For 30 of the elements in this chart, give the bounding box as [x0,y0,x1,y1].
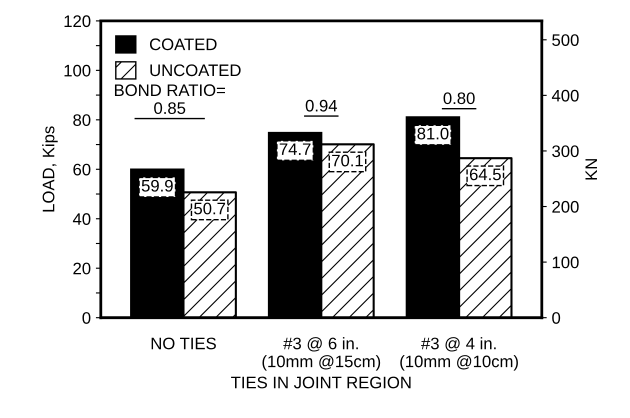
x-axis-title: TIES IN JOINT REGION [231,376,411,388]
annotation: 0.80 [444,92,475,104]
data-label: 74.7 [280,143,310,155]
x-tick-label: NO TIES [152,338,216,350]
y2-tick-label: 300 [552,145,579,158]
y-tick-label: 100 [64,64,90,77]
annotation: 0.94 [306,100,338,112]
x-tick-label: #3 @ 6 in. (10mm @15cm) [262,337,380,371]
data-label: 59.9 [142,180,173,192]
data-label: 70.1 [332,154,363,166]
data-label: 64.5 [470,168,501,180]
y2-tick-label: 400 [552,90,579,102]
y2-tick-label: 0 [552,312,560,324]
y-axis-title: LOAD, Kips [42,126,58,212]
annotation: BOND RATIO= 0.85 [114,84,225,114]
y2-tick-label: 100 [552,256,579,268]
y2-tick-label: 200 [552,200,579,213]
y-tick-label: 120 [64,15,90,28]
data-label: 50.7 [194,202,226,214]
data-label: 81.0 [417,128,448,140]
legend-label: COATED [150,38,217,50]
y-tick-label: 0 [82,312,90,324]
y2-tick-label: 500 [552,34,579,46]
legend-label: UNCOATED [150,64,241,76]
y-tick-label: 80 [73,114,90,126]
y-tick-label: 40 [72,213,90,225]
y-tick-label: 20 [73,262,90,274]
x-tick-label: #3 @ 4 in. (10mm @10cm) [400,337,518,371]
y2-axis-title: KN [585,159,597,180]
y-tick-label: 60 [73,164,90,176]
